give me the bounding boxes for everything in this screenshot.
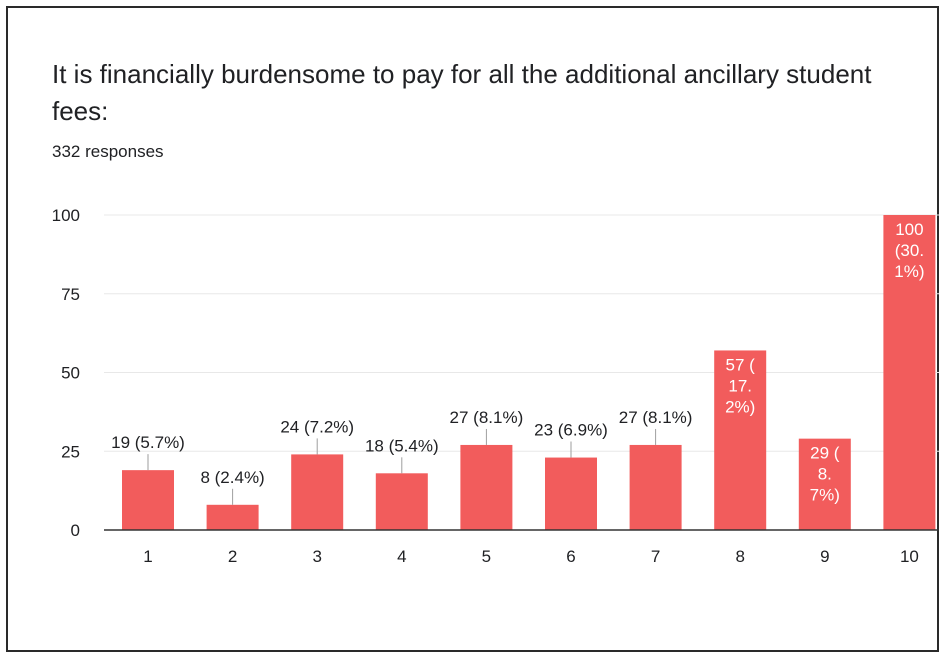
x-tick-label: 5 <box>482 547 491 566</box>
data-label: 100 <box>895 220 923 239</box>
data-label: 23 (6.9%) <box>534 421 608 440</box>
x-tick-label: 10 <box>900 547 919 566</box>
bar <box>122 470 174 530</box>
bar <box>883 215 936 530</box>
data-label: 19 (5.7%) <box>111 433 185 452</box>
data-label: 29 ( <box>810 444 840 463</box>
data-label: (30. <box>895 241 924 260</box>
bar <box>798 438 851 530</box>
data-label: 1%) <box>894 262 924 281</box>
bar <box>375 473 428 530</box>
data-label: 7%) <box>810 486 840 505</box>
chart-title: It is financially burdensome to pay for … <box>52 59 872 126</box>
bar <box>291 454 344 530</box>
bar <box>629 444 682 530</box>
x-tick-label: 2 <box>228 547 237 566</box>
y-tick-label: 100 <box>52 206 80 225</box>
x-tick-label: 4 <box>397 547 406 566</box>
data-label: 2%) <box>725 397 755 416</box>
y-tick-label: 25 <box>61 442 80 461</box>
x-tick-label: 8 <box>735 547 744 566</box>
bar <box>206 504 259 530</box>
data-label: 18 (5.4%) <box>365 436 439 455</box>
response-count: 332 responses <box>52 142 164 161</box>
data-label: 27 (8.1%) <box>619 408 693 427</box>
bar <box>460 444 513 530</box>
x-tick-label: 9 <box>820 547 829 566</box>
y-tick-label: 0 <box>71 521 80 540</box>
data-label: 8. <box>818 465 832 484</box>
x-tick-label: 7 <box>651 547 660 566</box>
bar <box>714 350 767 530</box>
data-label: 57 ( <box>726 355 756 374</box>
data-label: 17. <box>728 376 752 395</box>
chart-frame: It is financially burdensome to pay for … <box>6 6 939 652</box>
x-tick-label: 1 <box>143 547 152 566</box>
y-tick-label: 75 <box>61 285 80 304</box>
data-label: 24 (7.2%) <box>280 417 354 436</box>
data-label: 8 (2.4%) <box>200 468 264 487</box>
x-tick-label: 6 <box>566 547 575 566</box>
bar <box>545 457 597 530</box>
x-tick-label: 3 <box>312 547 321 566</box>
data-label: 27 (8.1%) <box>450 408 524 427</box>
y-tick-label: 50 <box>61 364 80 383</box>
